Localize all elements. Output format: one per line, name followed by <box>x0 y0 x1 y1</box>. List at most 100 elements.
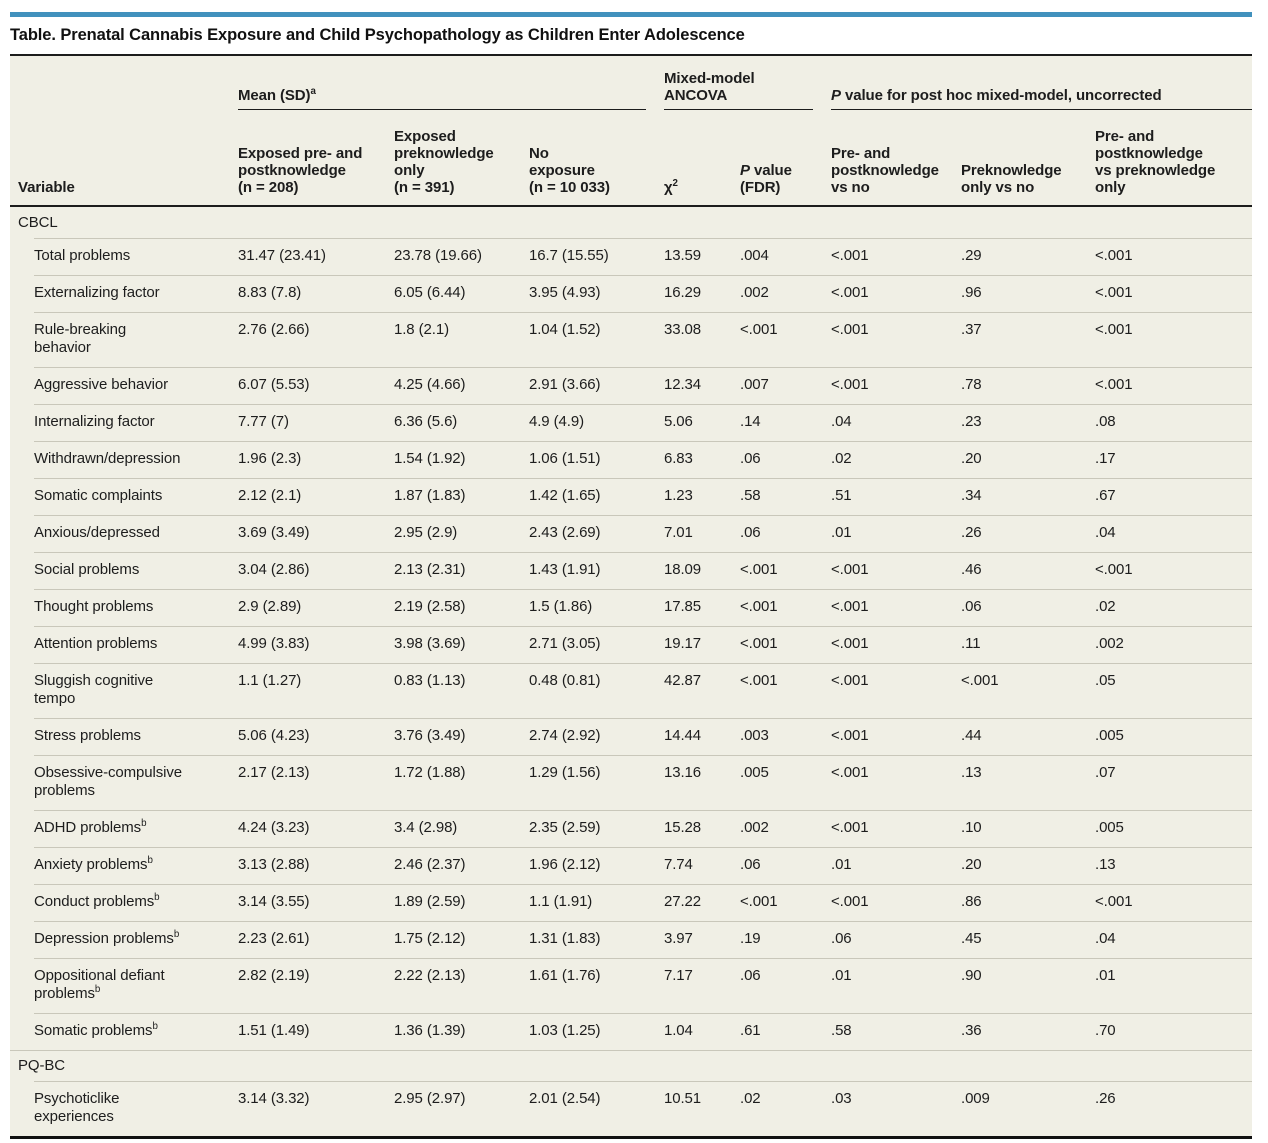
cell-value: 5.06 (4.23) <box>238 727 310 744</box>
cell-value: 1.5 (1.86) <box>529 598 593 615</box>
cell-value: 1.72 (1.88) <box>394 764 466 781</box>
column-group-label: Mixed-model ANCOVA <box>664 70 813 110</box>
cell-value: .20 <box>961 450 982 467</box>
cell-value: 13.59 <box>664 247 702 264</box>
table-row: Internalizing factor 7.77 (7) 6.36 (5.6) 4.… <box>10 404 1252 441</box>
table-row: Anxiety problemsb 3.13 (2.88) 2.46 (2.37) 1… <box>10 847 1252 884</box>
accent-bar <box>10 12 1252 17</box>
cell-variable: Stress problems <box>34 727 141 744</box>
cell-value: .61 <box>740 1022 761 1039</box>
cell-value: 1.36 (1.39) <box>394 1022 466 1039</box>
cell-value: 1.8 (2.1) <box>394 321 449 338</box>
title-divider <box>10 54 1252 56</box>
section-header: PQ-BC <box>10 1050 1252 1081</box>
cell-variable: Total problems <box>34 247 131 264</box>
cell-value: 1.04 (1.52) <box>529 321 601 338</box>
cell-value: 1.75 (2.12) <box>394 930 466 947</box>
table-row: Somatic complaints 2.12 (2.1) 1.87 (1.83) 1… <box>10 478 1252 515</box>
cell-variable: Depression problemsb <box>34 929 180 947</box>
cell-value: .58 <box>831 1022 852 1039</box>
cell-value: .01 <box>831 856 852 873</box>
cell-value: .06 <box>961 598 982 615</box>
cell-value: 3.04 (2.86) <box>238 561 310 578</box>
cell-value: 2.01 (2.54) <box>529 1090 601 1107</box>
cell-value: .23 <box>961 413 982 430</box>
table-row: Obsessive-compulsive problems 2.17 (2.13)… <box>10 755 1252 810</box>
cell-value: 1.23 <box>664 487 693 504</box>
cell-value: 0.48 (0.81) <box>529 672 601 689</box>
table-row: Anxious/depressed 3.69 (3.49) 2.95 (2.9) 2.… <box>10 515 1252 552</box>
cell-value: 27.22 <box>664 893 702 910</box>
cell-value: <.001 <box>831 727 869 744</box>
cell-value: 6.05 (6.44) <box>394 284 466 301</box>
cell-value: 1.1 (1.27) <box>238 672 302 689</box>
column-group-label: Mean (SD)a <box>238 87 646 110</box>
cell-value: .002 <box>1095 635 1124 652</box>
cell-value: 18.09 <box>664 561 702 578</box>
cell-value: 6.83 <box>664 450 693 467</box>
column-header: Exposed preknowledge only (n = 391) <box>394 128 494 196</box>
cell-value: <.001 <box>831 247 869 264</box>
table-row: Stress problems 5.06 (4.23) 3.76 (3.49) 2.7… <box>10 718 1252 755</box>
cell-value: <.001 <box>831 764 869 781</box>
cell-variable: Anxiety problemsb <box>34 855 153 873</box>
cell-value: .002 <box>740 819 769 836</box>
table-row: Psychoticlike experiences 3.14 (3.32) 2.95… <box>10 1081 1252 1136</box>
cell-value: 1.51 (1.49) <box>238 1022 310 1039</box>
cell-value: 3.98 (3.69) <box>394 635 466 652</box>
cell-value: 3.95 (4.93) <box>529 284 601 301</box>
table-row: Somatic problemsb 1.51 (1.49) 1.36 (1.39) 1… <box>10 1013 1252 1050</box>
cell-value: 2.13 (2.31) <box>394 561 466 578</box>
cell-value: 7.17 <box>664 967 693 984</box>
cell-value: 2.23 (2.61) <box>238 930 310 947</box>
cell-value: 10.51 <box>664 1090 702 1107</box>
cell-value: .007 <box>740 376 769 393</box>
cell-value: 2.76 (2.66) <box>238 321 310 338</box>
cell-value: .96 <box>961 284 982 301</box>
cell-value: .01 <box>1095 967 1116 984</box>
cell-value: <.001 <box>961 672 999 689</box>
cell-variable: ADHD problemsb <box>34 818 147 836</box>
table-row: Aggressive behavior 6.07 (5.53) 4.25 (4.66… <box>10 367 1252 404</box>
cell-value: 2.35 (2.59) <box>529 819 601 836</box>
cell-value: <.001 <box>740 598 778 615</box>
cell-value: 1.06 (1.51) <box>529 450 601 467</box>
cell-value: .13 <box>961 764 982 781</box>
column-header: Pre- and postknowledge vs preknowledge o… <box>1095 128 1216 196</box>
table-row: Attention problems 4.99 (3.83) 3.98 (3.69)… <box>10 626 1252 663</box>
cell-value: .51 <box>831 487 852 504</box>
cell-value: .36 <box>961 1022 982 1039</box>
cell-value: 1.54 (1.92) <box>394 450 466 467</box>
column-header: No exposure (n = 10 033) <box>529 145 610 196</box>
cell-variable: Obsessive-compulsive problems <box>34 764 183 799</box>
cell-value: <.001 <box>831 635 869 652</box>
table-row: Social problems 3.04 (2.86) 2.13 (2.31) 1.4… <box>10 552 1252 589</box>
cell-value: 1.96 (2.3) <box>238 450 302 467</box>
cell-value: .04 <box>1095 930 1116 947</box>
cell-value: .06 <box>831 930 852 947</box>
cell-variable: Aggressive behavior <box>34 376 169 393</box>
cell-value: .34 <box>961 487 982 504</box>
cell-value: 2.43 (2.69) <box>529 524 601 541</box>
cell-variable: Sluggish cognitive tempo <box>34 672 154 707</box>
cell-value: .10 <box>961 819 982 836</box>
cell-value: .02 <box>831 450 852 467</box>
column-header: Exposed pre- and postknowledge (n = 208) <box>238 145 363 196</box>
cell-value: 8.83 (7.8) <box>238 284 302 301</box>
cell-value: <.001 <box>1095 247 1133 264</box>
cell-value: .05 <box>1095 672 1116 689</box>
cell-value: 1.61 (1.76) <box>529 967 601 984</box>
cell-variable: Conduct problemsb <box>34 892 160 910</box>
cell-value: 2.22 (2.13) <box>394 967 466 984</box>
cell-value: 3.13 (2.88) <box>238 856 310 873</box>
cell-value: 15.28 <box>664 819 702 836</box>
cell-value: .45 <box>961 930 982 947</box>
header-spacer <box>10 105 238 110</box>
table-row: Total problems 31.47 (23.41) 23.78 (19.66)… <box>10 238 1252 275</box>
column-header: Pre- and postknowledge vs no <box>831 145 939 196</box>
column-header: P value (FDR) <box>740 162 792 196</box>
cell-value: <.001 <box>740 893 778 910</box>
cell-value: <.001 <box>740 635 778 652</box>
cell-value: .58 <box>740 487 761 504</box>
